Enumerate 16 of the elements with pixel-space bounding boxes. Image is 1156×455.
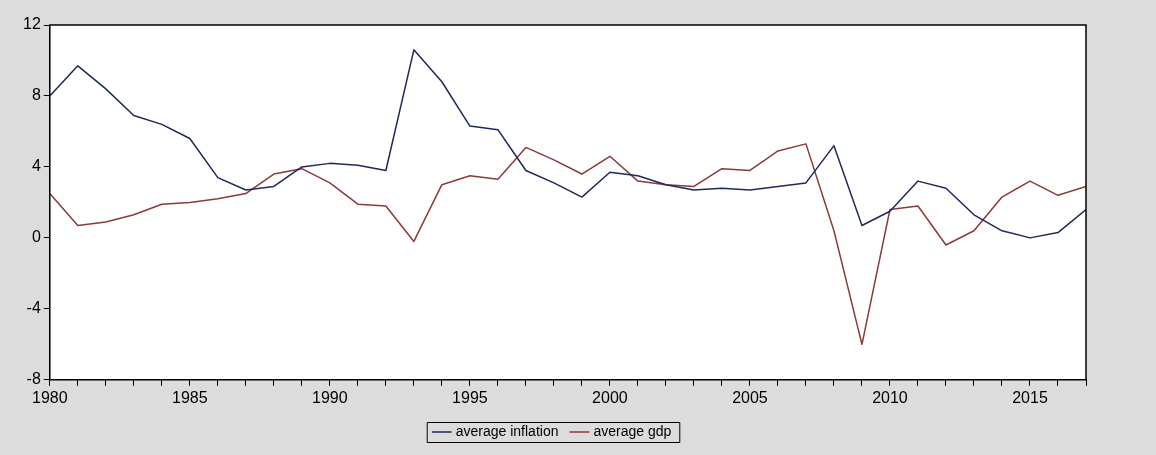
legend-label: average inflation [455, 422, 559, 439]
x-tick-label: 1990 [312, 388, 348, 406]
y-tick-label: -8 [26, 370, 41, 388]
y-tick-label: 0 [31, 228, 41, 246]
y-tick-label: 4 [31, 157, 41, 175]
x-tick-label: 1985 [172, 388, 208, 406]
x-tick-label: 1995 [452, 388, 488, 406]
x-tick-label: 2010 [872, 388, 908, 406]
y-tick-label: 12 [23, 15, 41, 33]
y-tick-label: 8 [31, 86, 41, 104]
y-tick-label: -4 [26, 299, 41, 317]
x-tick-label: 1980 [32, 388, 68, 406]
legend-label: average gdp [593, 422, 672, 439]
x-tick-label: 2000 [592, 388, 628, 406]
x-tick-label: 2015 [1012, 388, 1048, 406]
x-tick-label: 2005 [732, 388, 768, 406]
